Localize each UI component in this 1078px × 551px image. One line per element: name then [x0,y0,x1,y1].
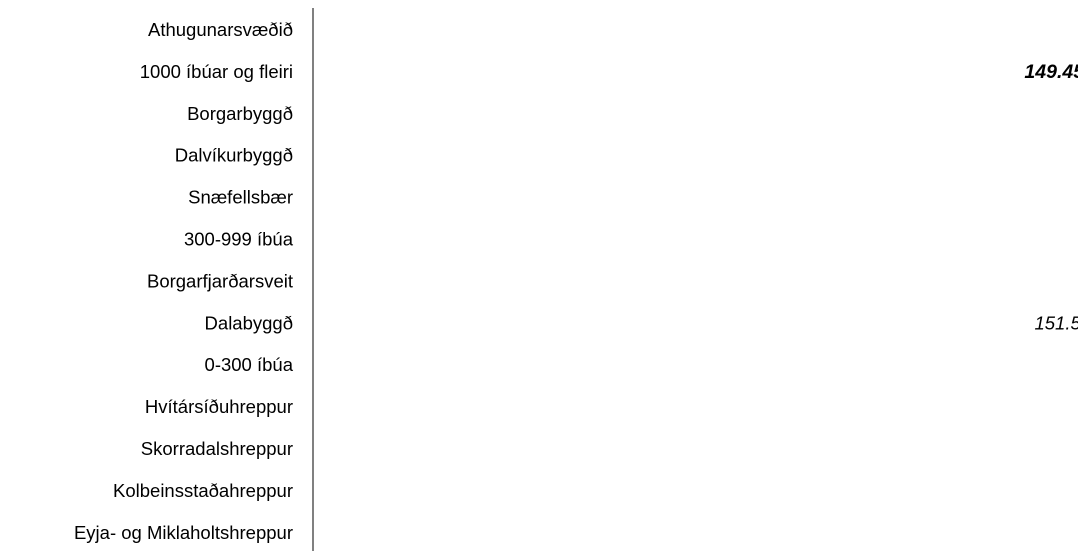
category-label: Snæfellsbær [188,187,293,208]
category-label: 300-999 íbúa [184,229,294,250]
value-label: 149.453 [1024,61,1078,83]
category-label: 0-300 íbúa [205,354,294,375]
category-label: 1000 íbúar og fleiri [140,61,293,82]
category-label: Dalvíkurbyggð [175,145,293,166]
category-label: Kolbeinsstaðahreppur [113,480,293,501]
category-label: Borgarbyggð [187,103,293,124]
value-label: 151.593 [1034,312,1078,333]
labels-layer: Athugunarsvæðið180.6741000 íbúar og flei… [74,19,1078,543]
category-label: Borgarfjarðarsveit [147,270,293,291]
category-label: Eyja- og Miklaholtshreppur [74,522,293,543]
category-label: Skorradalshreppur [141,438,293,459]
category-label: Dalabyggð [205,312,293,333]
category-label: Athugunarsvæðið [148,19,293,40]
category-label: Hvítársíðuhreppur [145,396,293,417]
